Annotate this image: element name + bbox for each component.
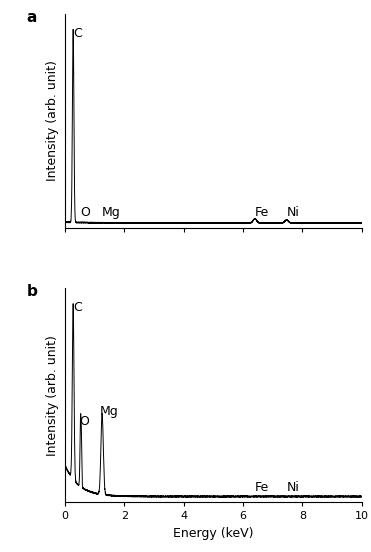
Text: O: O — [79, 415, 89, 428]
Text: a: a — [26, 9, 37, 24]
Text: Ni: Ni — [287, 481, 299, 493]
Y-axis label: Intensity (arb. unit): Intensity (arb. unit) — [46, 61, 59, 182]
Text: C: C — [73, 301, 82, 314]
Text: Mg: Mg — [100, 405, 118, 418]
Text: b: b — [26, 284, 37, 299]
Text: Fe: Fe — [255, 481, 269, 493]
Text: C: C — [73, 26, 82, 40]
Text: Mg: Mg — [102, 206, 121, 220]
Y-axis label: Intensity (arb. unit): Intensity (arb. unit) — [46, 335, 59, 455]
Text: Fe: Fe — [255, 206, 269, 220]
X-axis label: Energy (keV): Energy (keV) — [173, 527, 253, 540]
Text: Ni: Ni — [287, 206, 299, 220]
Text: O: O — [81, 206, 91, 220]
